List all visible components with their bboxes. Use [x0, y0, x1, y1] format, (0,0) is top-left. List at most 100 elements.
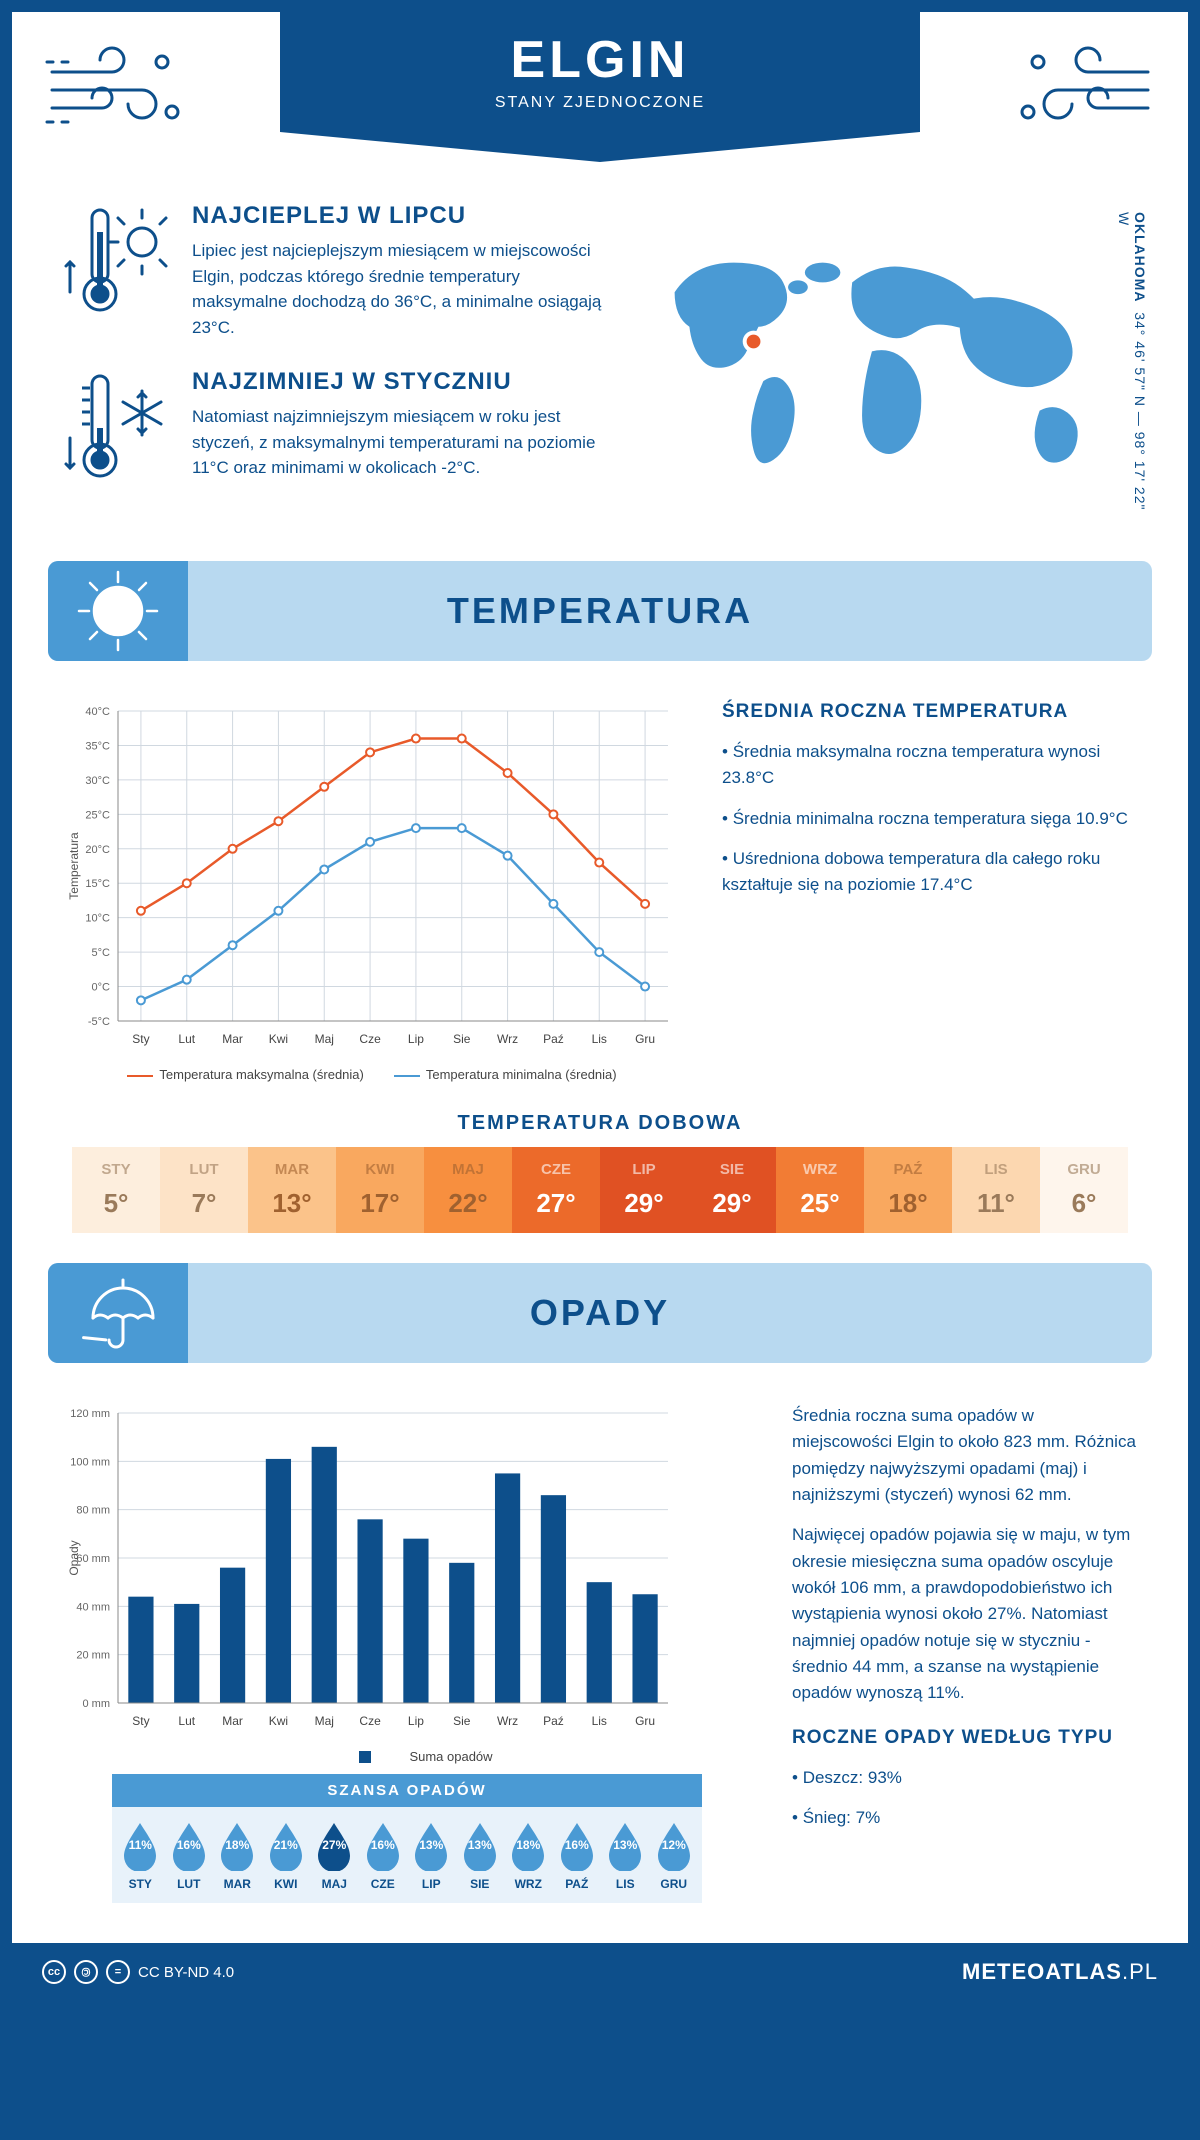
temperature-section-header: TEMPERATURA	[48, 561, 1152, 661]
temperature-bullet: Średnia maksymalna roczna temperatura wy…	[722, 739, 1138, 792]
raindrop-icon: 18%	[216, 1819, 258, 1871]
svg-text:25°C: 25°C	[85, 809, 110, 821]
raindrop-icon: 12%	[653, 1819, 695, 1871]
svg-text:Lis: Lis	[592, 1032, 607, 1046]
hottest-text: Lipiec jest najcieplejszym miesiącem w m…	[192, 238, 605, 340]
chance-cell: 16% CZE	[359, 1819, 408, 1891]
svg-text:Kwi: Kwi	[269, 1714, 288, 1728]
precip-paragraph: Średnia roczna suma opadów w miejscowośc…	[792, 1403, 1138, 1508]
infographic-page: ELGIN STANY ZJEDNOCZONE	[12, 12, 1188, 2001]
svg-text:Maj: Maj	[315, 1714, 334, 1728]
svg-text:40°C: 40°C	[85, 706, 110, 718]
umbrella-icon	[48, 1263, 188, 1363]
footer: cc 🄯 = CC BY-ND 4.0 METEOATLAS.PL	[12, 1943, 1188, 2001]
temperature-bullet: Uśredniona dobowa temperatura dla całego…	[722, 846, 1138, 899]
chance-cell: 13% LIS	[601, 1819, 650, 1891]
raindrop-icon: 13%	[604, 1819, 646, 1871]
wind-icon	[42, 32, 192, 142]
daily-temp-cell: KWI17°	[336, 1147, 424, 1233]
chance-title: SZANSA OPADÓW	[112, 1774, 702, 1807]
raindrop-icon: 11%	[119, 1819, 161, 1871]
intro-text-column: NAJCIEPLEJ W LIPCU Lipiec jest najcieple…	[62, 202, 605, 521]
chance-cell: 12% GRU	[650, 1819, 699, 1891]
intro-section: NAJCIEPLEJ W LIPCU Lipiec jest najcieple…	[12, 172, 1188, 541]
svg-text:Lip: Lip	[408, 1714, 424, 1728]
daily-temp-cell: PAŹ18°	[864, 1147, 952, 1233]
temperature-chart-row: -5°C0°C5°C10°C15°C20°C25°C30°C35°C40°CSt…	[12, 681, 1188, 1092]
precip-paragraph: Najwięcej opadów pojawia się w maju, w t…	[792, 1522, 1138, 1706]
daily-temp-cell: LIS11°	[952, 1147, 1040, 1233]
temperature-line-chart: -5°C0°C5°C10°C15°C20°C25°C30°C35°C40°CSt…	[62, 701, 682, 1082]
coldest-title: NAJZIMNIEJ W STYCZNIU	[192, 368, 605, 396]
svg-text:0 mm: 0 mm	[83, 1698, 111, 1710]
precipitation-title: OPADY	[530, 1292, 670, 1334]
by-icon: 🄯	[74, 1960, 98, 1984]
hottest-title: NAJCIEPLEJ W LIPCU	[192, 202, 605, 230]
svg-text:Cze: Cze	[359, 1714, 381, 1728]
svg-text:40 mm: 40 mm	[76, 1601, 110, 1613]
svg-text:80 mm: 80 mm	[76, 1505, 110, 1517]
daily-temp-title: TEMPERATURA DOBOWA	[12, 1112, 1188, 1135]
coldest-block: NAJZIMNIEJ W STYCZNIU Natomiast najzimni…	[62, 368, 605, 493]
daily-temp-cell: CZE27°	[512, 1147, 600, 1233]
svg-text:Paź: Paź	[543, 1032, 564, 1046]
svg-text:0°C: 0°C	[92, 982, 111, 994]
brand: METEOATLAS.PL	[962, 1959, 1158, 1985]
precipitation-bar-chart: 0 mm 20 mm 40 mm 60 mm 80 mm 100 mm 120 mm Sty L…	[62, 1403, 752, 1903]
raindrop-icon: 21%	[265, 1819, 307, 1871]
daily-temperature-table: STY5°LUT7°MAR13°KWI17°MAJ22°CZE27°LIP29°…	[72, 1147, 1128, 1233]
daily-temp-cell: LUT7°	[160, 1147, 248, 1233]
svg-text:100 mm: 100 mm	[70, 1456, 110, 1468]
raindrop-icon: 13%	[459, 1819, 501, 1871]
svg-text:Temperatura: Temperatura	[67, 832, 81, 900]
raindrop-icon: 27%	[313, 1819, 355, 1871]
svg-text:Gru: Gru	[635, 1032, 655, 1046]
city-title: ELGIN	[280, 30, 920, 90]
svg-text:20 mm: 20 mm	[76, 1650, 110, 1662]
raindrop-icon: 13%	[410, 1819, 452, 1871]
thermometer-hot-icon	[62, 202, 172, 340]
svg-text:Wrz: Wrz	[497, 1714, 518, 1728]
raindrop-icon: 16%	[168, 1819, 210, 1871]
svg-text:5°C: 5°C	[92, 947, 111, 959]
precipitation-section-header: OPADY	[48, 1263, 1152, 1363]
chance-cell: 11% STY	[116, 1819, 165, 1891]
svg-text:Kwi: Kwi	[269, 1032, 288, 1046]
temperature-bullet: Średnia minimalna roczna temperatura się…	[722, 806, 1138, 832]
svg-text:20°C: 20°C	[85, 844, 110, 856]
chance-cell: 18% WRZ	[504, 1819, 553, 1891]
raindrop-icon: 18%	[507, 1819, 549, 1871]
daily-temp-cell: MAJ22°	[424, 1147, 512, 1233]
precipitation-chart-row: 0 mm 20 mm 40 mm 60 mm 80 mm 100 mm 120 mm Sty L…	[12, 1383, 1188, 1913]
map-column: OKLAHOMA 34° 46' 57" N — 98° 17' 22" W	[645, 202, 1138, 521]
svg-text:35°C: 35°C	[85, 740, 110, 752]
chance-cell: 21% KWI	[262, 1819, 311, 1891]
svg-text:Lis: Lis	[592, 1714, 607, 1728]
svg-text:60 mm: 60 mm	[76, 1553, 110, 1565]
daily-temp-cell: MAR13°	[248, 1147, 336, 1233]
header: ELGIN STANY ZJEDNOCZONE	[12, 12, 1188, 172]
coldest-text: Natomiast najzimniejszym miesiącem w rok…	[192, 404, 605, 481]
precipitation-legend: Suma opadów	[62, 1749, 752, 1764]
svg-text:Lip: Lip	[408, 1032, 424, 1046]
daily-temp-cell: SIE29°	[688, 1147, 776, 1233]
svg-text:120 mm: 120 mm	[70, 1408, 110, 1420]
thermometer-cold-icon	[62, 368, 172, 493]
daily-temp-cell: LIP29°	[600, 1147, 688, 1233]
svg-text:30°C: 30°C	[85, 775, 110, 787]
svg-text:Sie: Sie	[453, 1714, 471, 1728]
hottest-block: NAJCIEPLEJ W LIPCU Lipiec jest najcieple…	[62, 202, 605, 340]
chance-cell: 13% LIP	[407, 1819, 456, 1891]
temperature-legend: Temperatura maksymalna (średnia) Tempera…	[62, 1067, 682, 1082]
title-banner: ELGIN STANY ZJEDNOCZONE	[280, 12, 920, 132]
chance-cell: 27% MAJ	[310, 1819, 359, 1891]
svg-text:Maj: Maj	[315, 1032, 334, 1046]
svg-text:Sty: Sty	[132, 1714, 149, 1728]
daily-temp-cell: GRU6°	[1040, 1147, 1128, 1233]
svg-text:15°C: 15°C	[85, 878, 110, 890]
chance-cell: 13% SIE	[456, 1819, 505, 1891]
coordinates: OKLAHOMA 34° 46' 57" N — 98° 17' 22" W	[1116, 212, 1148, 521]
precip-type-bullet: Śnieg: 7%	[792, 1805, 1138, 1831]
temperature-summary: ŚREDNIA ROCZNA TEMPERATURA Średnia maksy…	[722, 701, 1138, 1082]
temperature-summary-title: ŚREDNIA ROCZNA TEMPERATURA	[722, 701, 1138, 723]
